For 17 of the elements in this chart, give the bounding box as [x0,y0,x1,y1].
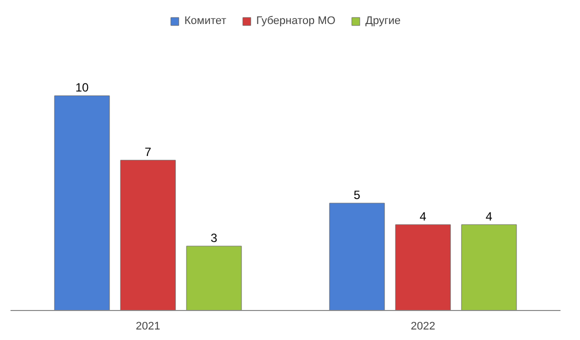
data-label: 3 [210,231,218,246]
legend-label: Другие [365,15,401,27]
data-label: 4 [486,210,493,224]
bar [186,246,242,310]
x-tick-label: 2021 [136,320,160,332]
bar [461,224,517,310]
data-label: 10 [75,80,89,95]
bar [120,160,176,310]
x-tick-label: 2022 [410,320,436,332]
bar [329,202,385,310]
data-label: 7 [144,145,152,160]
data-label: 5 [354,188,361,202]
bar [395,224,451,310]
bar [54,95,110,310]
data-label: 4 [420,210,427,224]
legend-label: Губернатор МО [256,15,336,27]
legend-label: Комитет [184,15,226,27]
